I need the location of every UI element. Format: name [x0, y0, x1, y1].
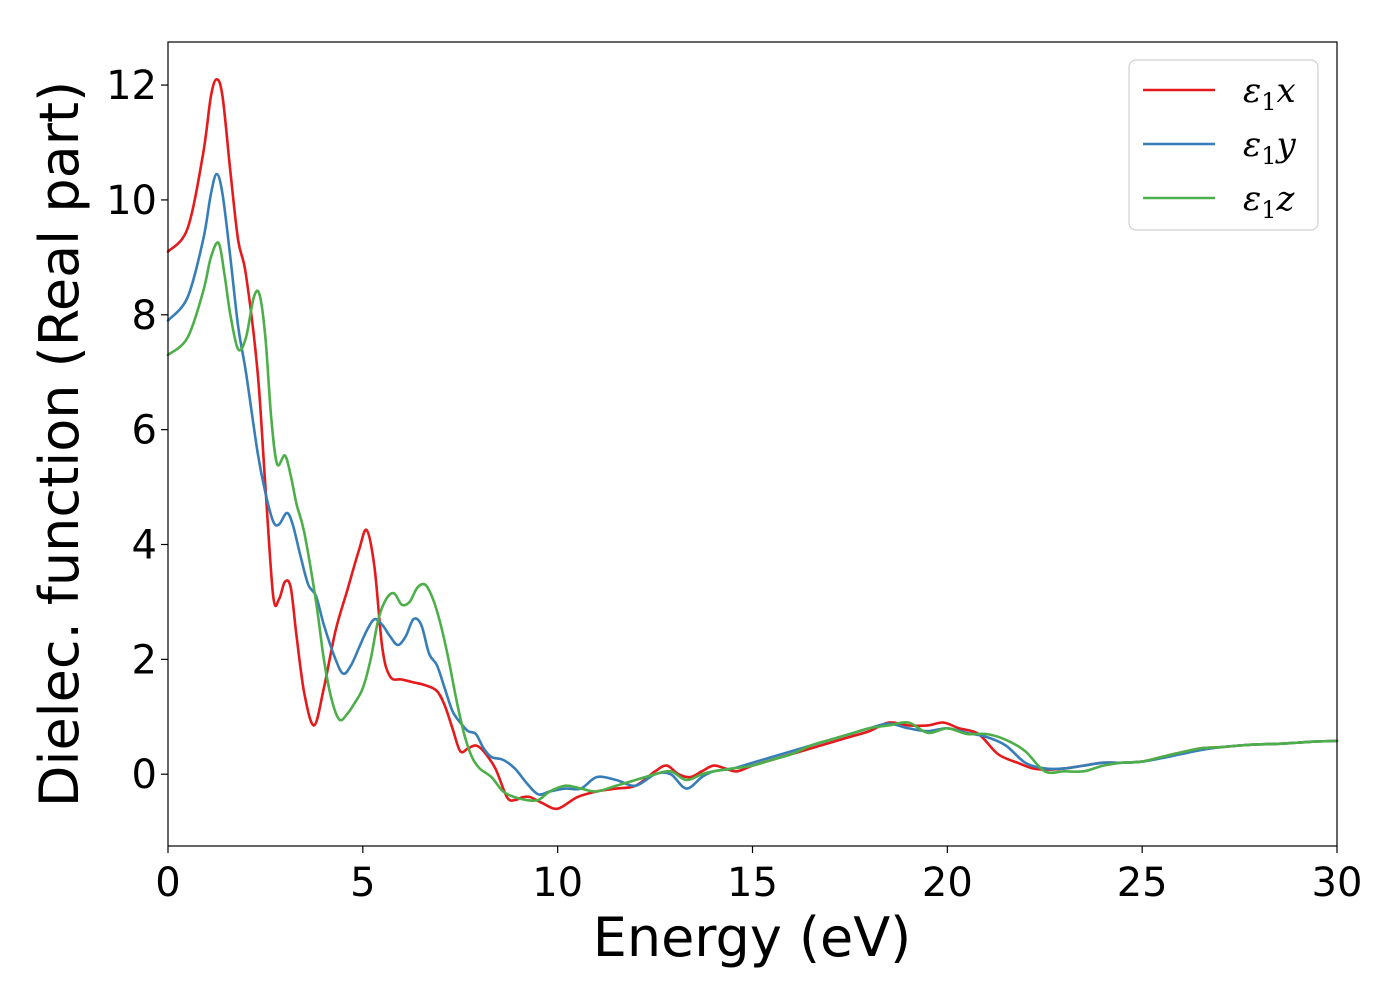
legend-box — [1128, 59, 1319, 231]
legend: ε1x ε1y ε1z — [1128, 59, 1319, 231]
legend-label: ε1z — [1243, 179, 1296, 224]
y-tick-label: 6 — [132, 408, 157, 454]
y-ticks: 0 2 4 6 8 10 12 — [106, 63, 168, 798]
x-tick-label: 30 — [1312, 860, 1363, 906]
x-tick-label: 15 — [727, 860, 778, 906]
x-tick-label: 10 — [532, 860, 583, 906]
y-tick-label: 12 — [106, 63, 157, 109]
y-axis-label: Dielec. function (Real part) — [28, 81, 91, 807]
legend-label: ε1x — [1243, 71, 1296, 116]
series-layer — [166, 78, 1339, 811]
y-tick-label: 10 — [106, 178, 157, 224]
x-tick-label: 5 — [350, 860, 375, 906]
x-tick-label: 0 — [155, 860, 180, 906]
y-tick-label: 0 — [132, 752, 157, 798]
x-tick-label: 20 — [922, 860, 973, 906]
legend-label: ε1y — [1243, 125, 1297, 170]
y-tick-label: 2 — [132, 637, 157, 683]
y-tick-label: 8 — [132, 293, 157, 339]
series-line-z — [166, 241, 1339, 803]
x-tick-label: 25 — [1117, 860, 1168, 906]
x-axis-label: Energy (eV) — [593, 906, 912, 969]
x-ticks: 0 5 10 15 20 25 30 — [155, 846, 1362, 906]
series-line-y — [166, 172, 1339, 796]
y-tick-label: 4 — [132, 523, 157, 569]
